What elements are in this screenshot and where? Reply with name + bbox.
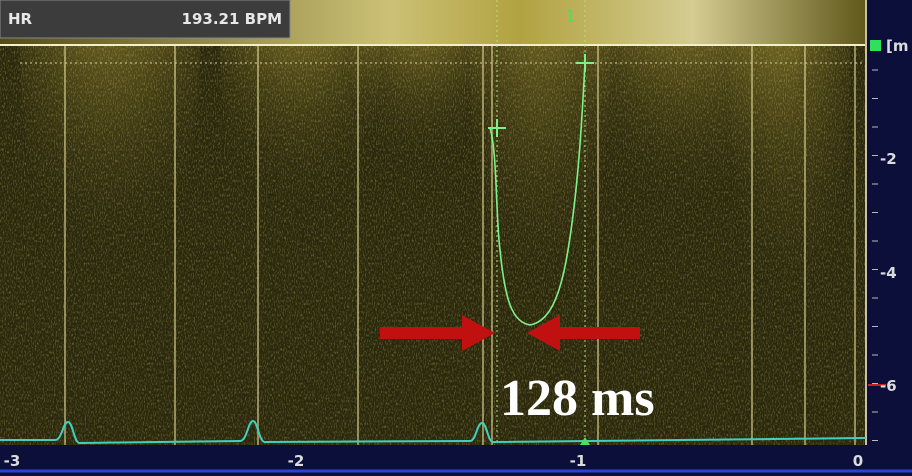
caliper-cross: [488, 119, 506, 137]
speckle: [0, 45, 866, 445]
ecg-marker: [580, 437, 590, 445]
bottom-scale-label: 0: [853, 452, 863, 470]
hr-box: [0, 0, 291, 39]
hr-label: HR: [8, 10, 33, 28]
bottom-scale-label: -2: [288, 452, 305, 470]
ecg-trace: [0, 419, 867, 444]
marker-label: 1: [565, 7, 576, 27]
hr-value: 193.21 BPM: [182, 10, 282, 28]
right-scale-label: -2: [880, 150, 897, 168]
right-scale-label: -4: [880, 264, 897, 282]
bottom-scale-label: -1: [570, 452, 587, 470]
bottom-scale-label: -3: [4, 452, 21, 470]
legend-fragment: [m: [886, 37, 909, 55]
legend-swatch: [870, 40, 881, 51]
arrow-right: [380, 315, 495, 351]
right-scale-label: -6: [880, 377, 897, 395]
arrow-left: [527, 315, 640, 351]
annotation: 128 ms: [500, 370, 655, 427]
velocity-trace: [489, 62, 586, 326]
caliper-cross: [576, 54, 594, 72]
